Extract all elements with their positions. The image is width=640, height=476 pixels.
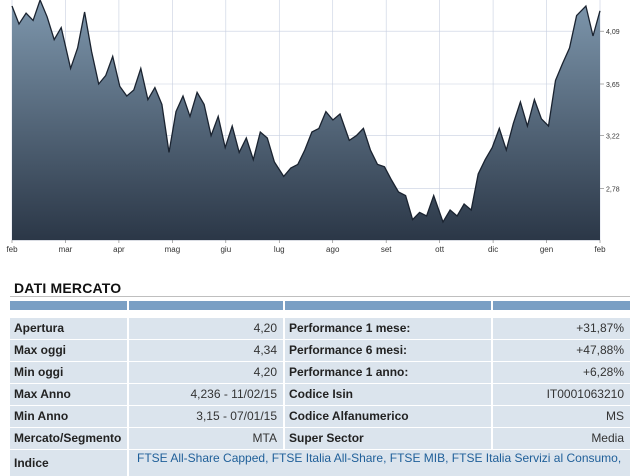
row-value: +47,88% (493, 340, 630, 361)
price-chart-svg: feb mar apr mag giu lug ago set ott dic gen feb 4,0… (6, 0, 620, 254)
x-tick-label: apr (113, 245, 125, 254)
header-bar-4 (493, 301, 630, 310)
row-value: 4,20 (129, 362, 283, 383)
x-tick-label: feb (6, 245, 18, 254)
index-links[interactable]: FTSE All-Share Capped, FTSE Italia All-S… (129, 450, 630, 476)
row-value: 4,34 (129, 340, 283, 361)
row-label: Min Anno (10, 406, 127, 427)
header-bar-3 (285, 301, 491, 310)
table-row: Max oggi 4,34 Performance 6 mesi: +47,88… (10, 340, 630, 361)
y-tick-label: 3,65 (606, 82, 620, 89)
row-label: Mercato/Segmento (10, 428, 127, 449)
x-tick-label: ott (435, 245, 445, 254)
row-value: 4,236 - 11/02/15 (129, 384, 283, 405)
row-label: Codice Alfanumerico (285, 406, 491, 427)
x-tick-label: ago (326, 245, 340, 254)
row-value: Media (493, 428, 630, 449)
row-label: Performance 1 mese: (285, 318, 491, 339)
row-value: 3,15 - 07/01/15 (129, 406, 283, 427)
table-row: Max Anno 4,236 - 11/02/15 Codice Isin IT… (10, 384, 630, 405)
index-label: Indice (10, 450, 127, 476)
row-value: IT0001063210 (493, 384, 630, 405)
header-bar-2 (129, 301, 283, 310)
table-row: Min Anno 3,15 - 07/01/15 Codice Alfanume… (10, 406, 630, 427)
y-tick-label: 3,22 (606, 134, 620, 141)
row-label: Apertura (10, 318, 127, 339)
row-label: Super Sector (285, 428, 491, 449)
row-label: Max Anno (10, 384, 127, 405)
y-tick-label: 2,78 (606, 186, 620, 193)
row-value: MS (493, 406, 630, 427)
x-tick-label: mag (165, 245, 181, 254)
header-bar-1 (10, 301, 127, 310)
x-tick-label: gen (540, 245, 553, 254)
x-tick-label: feb (594, 245, 606, 254)
x-tick-label: lug (274, 245, 285, 254)
x-tick-label: giu (220, 245, 231, 254)
y-tick-label: 4,09 (606, 29, 620, 36)
table-row: Mercato/Segmento MTA Super Sector Media (10, 428, 630, 449)
row-label: Performance 6 mesi: (285, 340, 491, 361)
x-tick-label: mar (59, 245, 73, 254)
price-line (11, 0, 601, 224)
row-label: Min oggi (10, 362, 127, 383)
title-divider (10, 296, 630, 297)
price-area (12, 0, 600, 240)
price-chart: feb mar apr mag giu lug ago set ott dic gen feb 4,0… (6, 0, 620, 254)
row-value: 4,20 (129, 318, 283, 339)
table-row: Apertura 4,20 Performance 1 mese: +31,87… (10, 318, 630, 339)
row-value: +31,87% (493, 318, 630, 339)
row-label: Performance 1 anno: (285, 362, 491, 383)
row-value: +6,28% (493, 362, 630, 383)
market-data-table: Apertura 4,20 Performance 1 mese: +31,87… (10, 318, 630, 476)
row-label: Max oggi (10, 340, 127, 361)
section-title: DATI MERCATO (14, 280, 122, 296)
x-tick-label: dic (488, 245, 498, 254)
row-value: MTA (129, 428, 283, 449)
table-row: Min oggi 4,20 Performance 1 anno: +6,28% (10, 362, 630, 383)
row-label: Codice Isin (285, 384, 491, 405)
x-tick-label: set (381, 245, 392, 254)
